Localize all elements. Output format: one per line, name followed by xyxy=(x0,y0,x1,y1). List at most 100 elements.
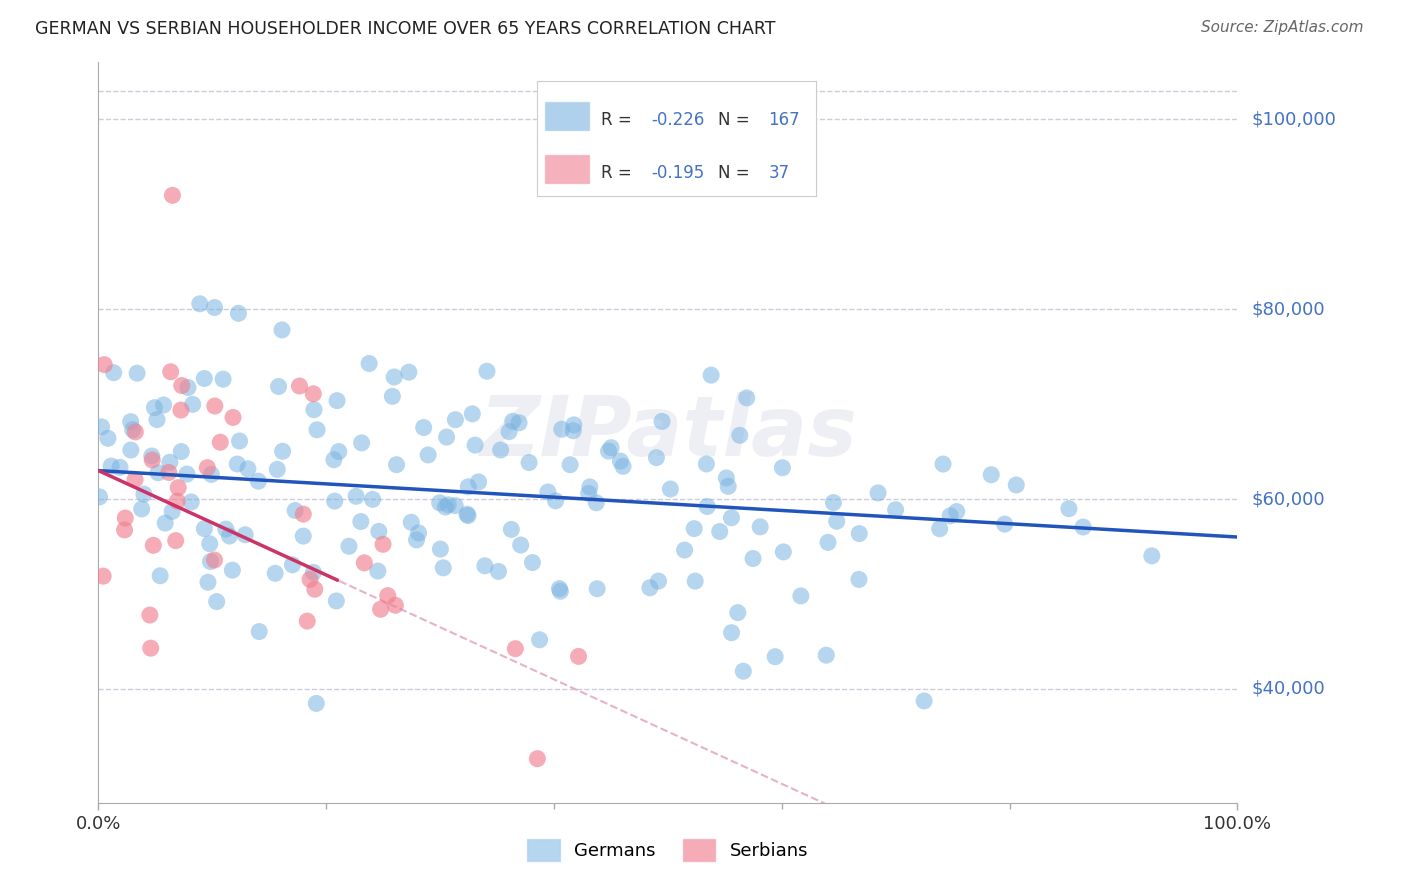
Point xyxy=(600,441,623,455)
Point xyxy=(159,365,181,379)
Point xyxy=(709,524,731,539)
Point xyxy=(399,515,422,529)
Point xyxy=(436,430,458,444)
Point xyxy=(108,460,131,475)
Point xyxy=(91,569,114,583)
Point xyxy=(551,422,574,436)
Point xyxy=(166,494,188,508)
Point xyxy=(267,379,290,393)
Legend: Germans, Serbians: Germans, Serbians xyxy=(520,831,815,868)
Point xyxy=(281,558,304,572)
Point xyxy=(733,664,755,678)
Point xyxy=(141,453,163,467)
Point xyxy=(370,602,392,616)
Point xyxy=(146,412,169,426)
Point xyxy=(131,502,153,516)
Point xyxy=(152,398,174,412)
Point xyxy=(114,523,136,537)
Point xyxy=(215,522,238,536)
Point xyxy=(1071,520,1094,534)
Point xyxy=(609,454,631,468)
Point xyxy=(120,442,142,457)
Point xyxy=(176,467,198,481)
Point xyxy=(474,558,496,573)
Point xyxy=(188,297,211,311)
Point xyxy=(233,528,256,542)
Point xyxy=(353,556,375,570)
Point xyxy=(444,499,467,513)
Point xyxy=(928,522,950,536)
Point xyxy=(132,487,155,501)
Point xyxy=(170,378,193,392)
Point xyxy=(408,525,430,540)
Point xyxy=(817,535,839,549)
Point xyxy=(567,649,589,664)
Point xyxy=(790,589,813,603)
Point xyxy=(288,379,311,393)
Point xyxy=(193,522,215,536)
Point xyxy=(716,471,738,485)
Point xyxy=(550,584,572,599)
Point xyxy=(586,582,609,596)
Point xyxy=(384,599,406,613)
Point xyxy=(432,561,454,575)
Point xyxy=(763,649,786,664)
Point xyxy=(728,428,751,442)
Text: ZIPatlas: ZIPatlas xyxy=(479,392,856,473)
Point xyxy=(305,697,328,711)
Point xyxy=(304,582,326,597)
Point xyxy=(204,399,226,413)
Point xyxy=(90,420,112,434)
Point xyxy=(271,444,294,458)
Point xyxy=(645,450,668,465)
Point xyxy=(359,356,381,370)
Text: $40,000: $40,000 xyxy=(1251,680,1324,698)
Point xyxy=(266,462,288,476)
Point xyxy=(562,424,585,438)
Point xyxy=(578,486,600,500)
Point xyxy=(153,516,176,530)
Point xyxy=(994,517,1017,532)
Point xyxy=(377,589,399,603)
Point xyxy=(980,467,1002,482)
Point xyxy=(1140,549,1163,563)
Point xyxy=(398,365,420,379)
Point xyxy=(659,482,682,496)
Point xyxy=(120,415,142,429)
Point xyxy=(457,508,479,523)
Point xyxy=(142,538,165,552)
Point xyxy=(429,496,451,510)
Point xyxy=(180,495,202,509)
Point xyxy=(146,466,169,480)
Point xyxy=(461,407,484,421)
Point xyxy=(157,466,180,480)
Point xyxy=(868,486,890,500)
Point xyxy=(544,493,567,508)
Point xyxy=(647,574,669,588)
Point xyxy=(193,371,215,385)
Point xyxy=(325,594,347,608)
Point xyxy=(100,458,122,473)
Point xyxy=(305,423,328,437)
Point xyxy=(200,467,222,482)
Point xyxy=(209,435,232,450)
Point xyxy=(825,514,848,528)
Point xyxy=(558,458,581,472)
Point xyxy=(222,410,245,425)
Point xyxy=(141,449,163,463)
Point xyxy=(204,553,226,567)
Point xyxy=(1057,501,1080,516)
Point xyxy=(612,459,634,474)
Point xyxy=(121,423,143,437)
Point xyxy=(302,386,325,401)
Point xyxy=(97,431,120,445)
Point xyxy=(489,442,512,457)
Point xyxy=(720,625,742,640)
Point xyxy=(467,475,489,489)
Point xyxy=(302,402,325,417)
Point xyxy=(503,641,526,656)
Point xyxy=(371,537,394,551)
Point xyxy=(735,391,758,405)
Point xyxy=(328,444,350,458)
Point xyxy=(181,397,204,411)
